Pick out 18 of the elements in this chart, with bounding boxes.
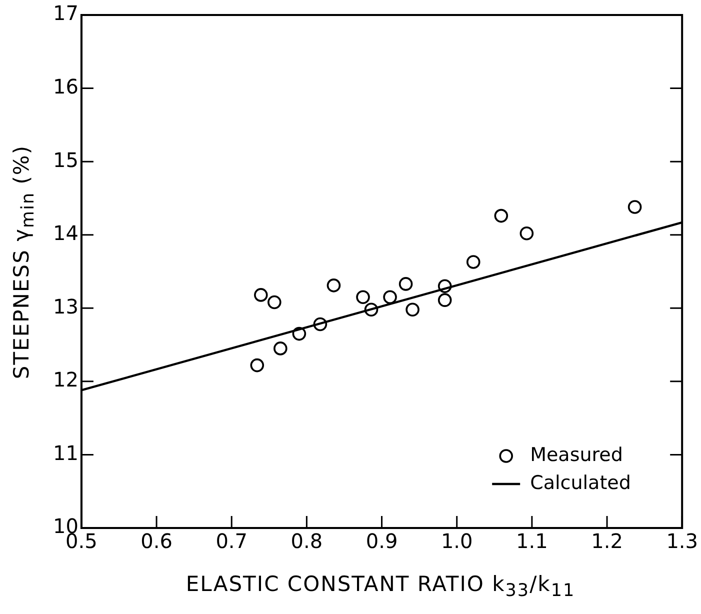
x-tick-label: 1.3: [666, 529, 698, 554]
x-tick-label: 1.2: [591, 529, 623, 554]
y-tick-label: 11: [52, 440, 78, 465]
x-tick-label: 1.0: [440, 529, 473, 554]
x-axis-title: ELASTIC CONSTANT RATIO k$_{33}$/k$_{11}$: [184, 572, 576, 602]
y-tick-label: 16: [52, 74, 78, 98]
legend-label: Calculated: [530, 472, 631, 494]
x-tick-label: 0.9: [366, 529, 398, 554]
y-tick-label: 15: [52, 148, 78, 172]
x-tick-label: 0.7: [216, 529, 248, 554]
y-tick-label: 13: [52, 294, 78, 318]
y-tick-label: 14: [52, 221, 78, 246]
y-tick-label: 17: [52, 1, 78, 26]
legend-label: Measured: [530, 444, 623, 466]
x-tick-label: 0.6: [140, 529, 172, 554]
x-tick-label: 1.1: [516, 529, 548, 554]
y-tick-label: 12: [52, 368, 78, 392]
x-tick-label: 0.8: [290, 529, 323, 554]
